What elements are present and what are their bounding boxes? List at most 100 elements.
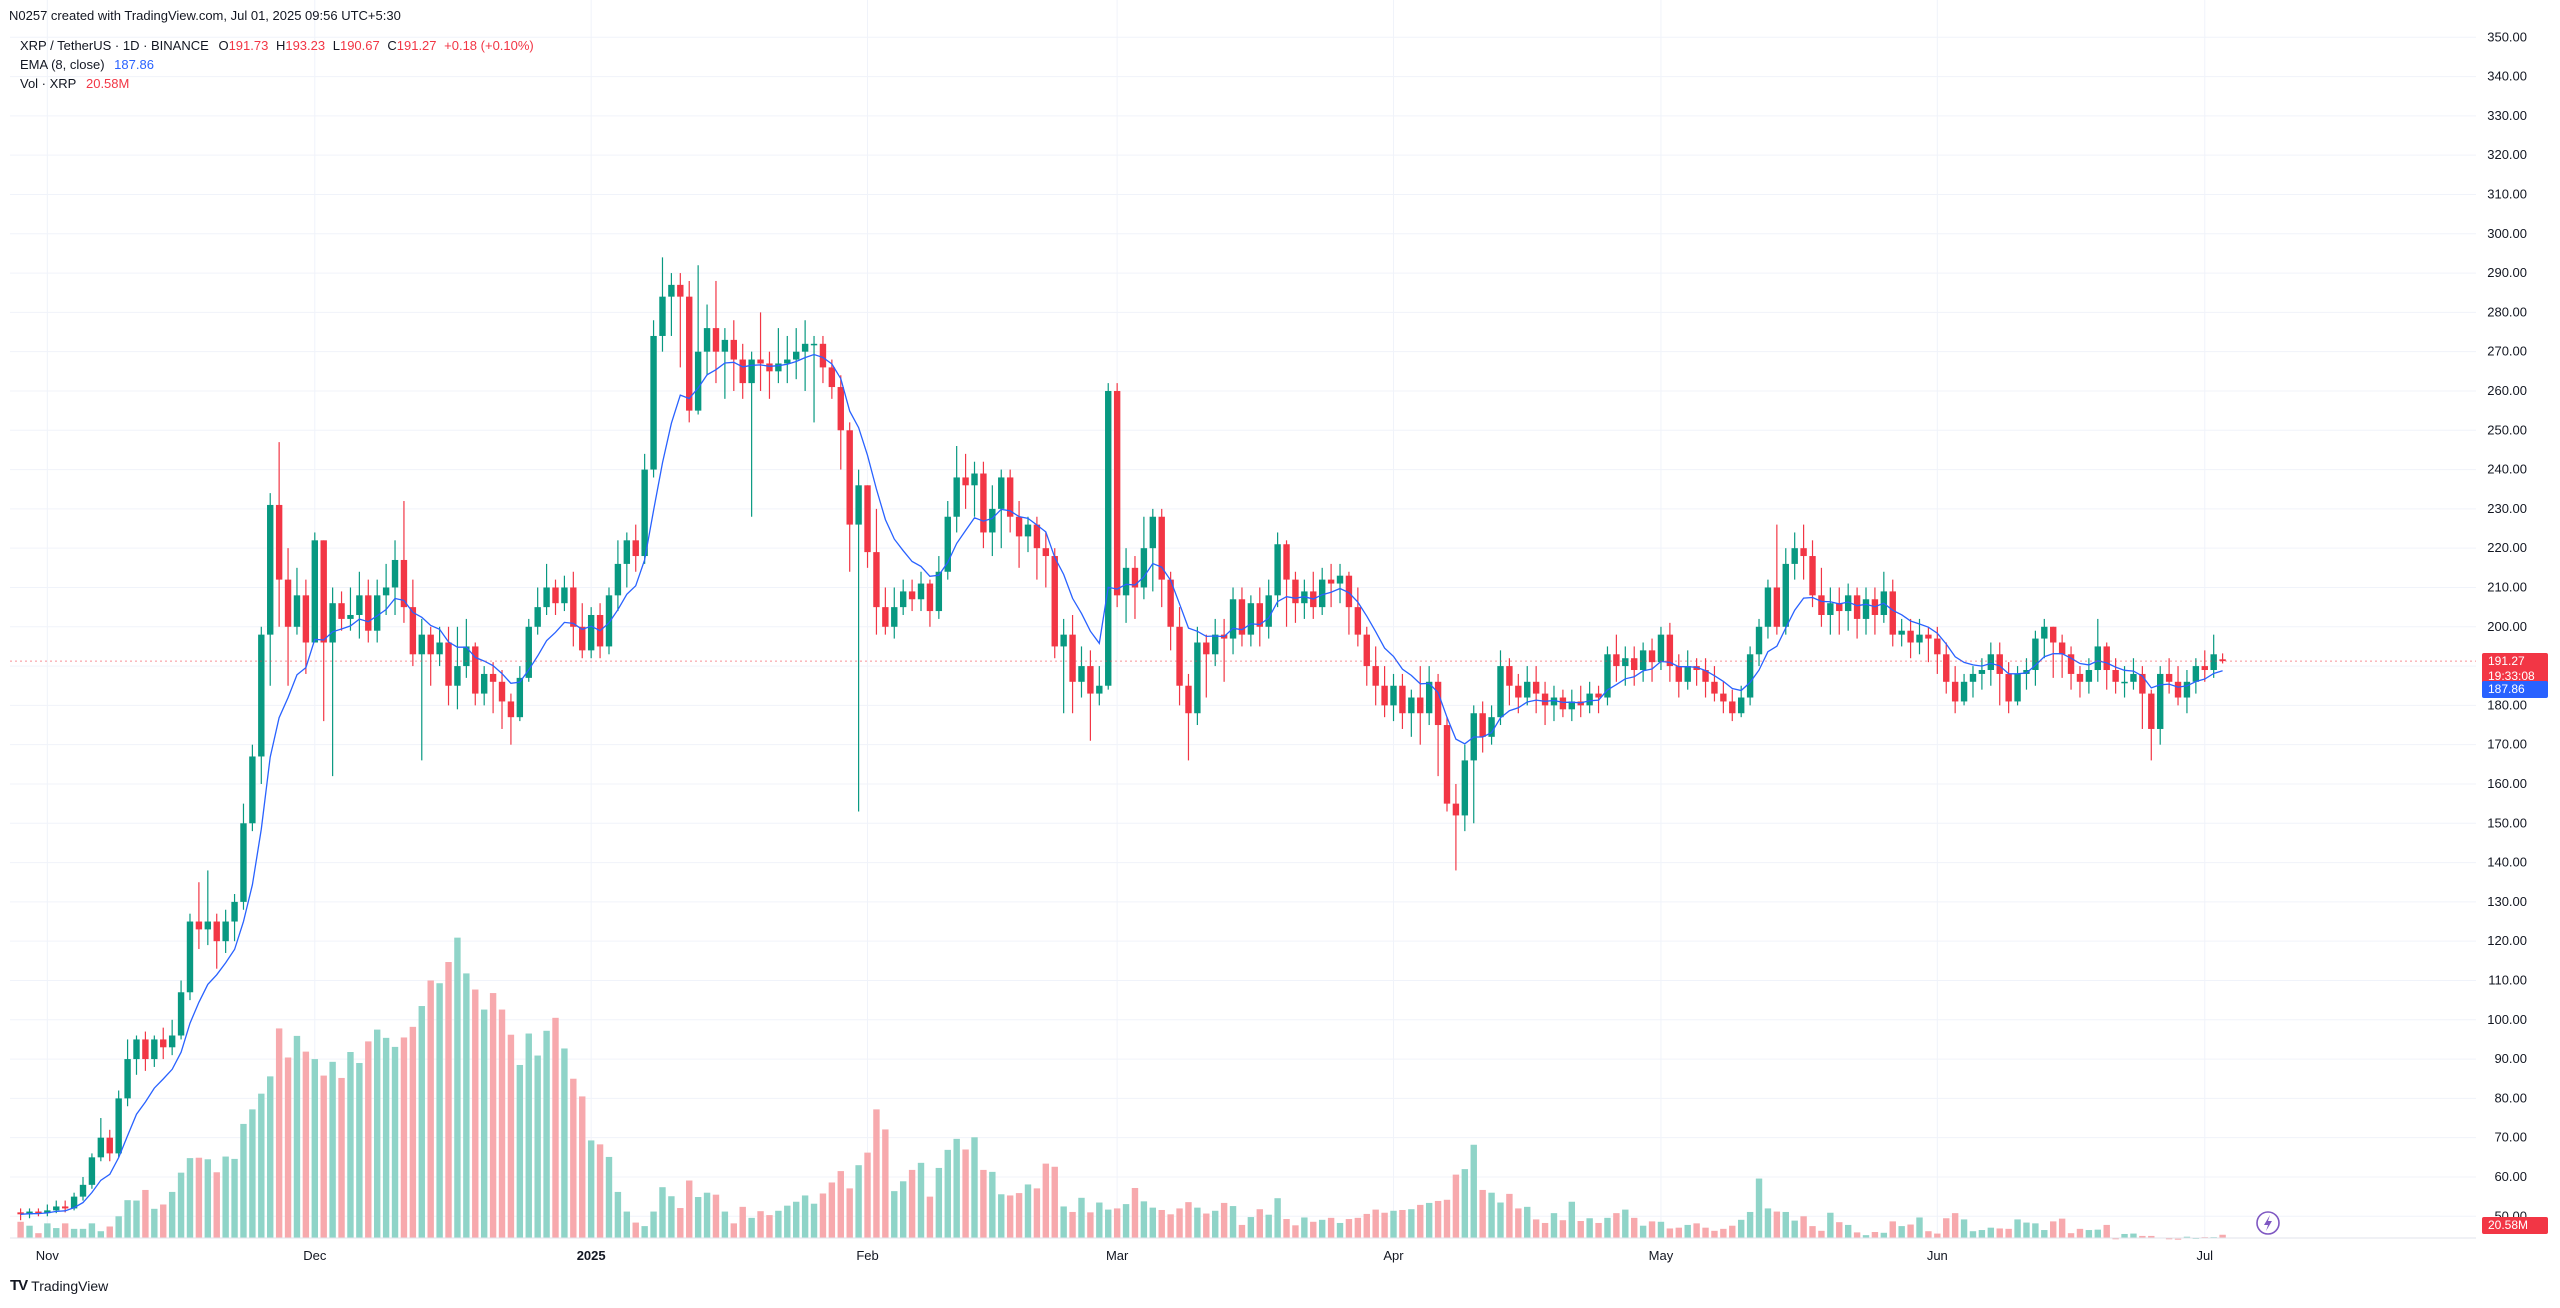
candlesticks: [17, 257, 2226, 1221]
symbol-name[interactable]: XRP / TetherUS · 1D · BINANCE: [20, 38, 209, 53]
candle-body: [1853, 595, 1861, 619]
candle-body: [543, 587, 550, 608]
candle-body: [2112, 670, 2119, 682]
candle-body: [347, 614, 354, 619]
candle-body: [828, 367, 836, 388]
candle-body: [1960, 681, 1968, 702]
volume-bar: [980, 1169, 987, 1238]
candle-body: [668, 284, 675, 297]
y-tick-label: 280.00: [2487, 304, 2527, 319]
candle-body: [1720, 693, 1727, 702]
volume-bar: [400, 1037, 408, 1238]
candle-body: [1060, 634, 1067, 647]
volume-bar: [293, 1035, 301, 1238]
candle-body: [1256, 603, 1263, 627]
symbol-legend[interactable]: XRP / TetherUS · 1D · BINANCE O191.73 H1…: [20, 38, 534, 53]
volume-bar: [641, 1226, 648, 1238]
volume-bar: [1194, 1207, 1201, 1238]
volume-bar: [534, 1055, 541, 1238]
candle-body: [1425, 681, 1433, 714]
lightning-glyph: [2264, 1215, 2272, 1231]
candle-body: [1791, 548, 1798, 564]
time-axis[interactable]: Nov Dec 2025 Feb Mar Apr May Jun Jul: [36, 1248, 2213, 1263]
candle-body: [775, 363, 782, 372]
volume-bar: [1015, 1193, 1023, 1238]
volume-bar: [240, 1123, 247, 1238]
volume-bar: [2183, 1236, 2191, 1238]
volume-bar: [1408, 1209, 1415, 1238]
volume-bar: [1042, 1163, 1050, 1238]
volume-bar: [775, 1210, 782, 1238]
candle-body: [1844, 595, 1852, 612]
volume-bar: [1131, 1187, 1139, 1238]
volume-label[interactable]: Vol · XRP: [20, 76, 77, 91]
candle-body: [1934, 638, 1941, 655]
volume-bar: [1096, 1202, 1103, 1238]
volume-bar: [1318, 1219, 1326, 1238]
volume-bar: [1639, 1225, 1647, 1238]
volume-bar: [1844, 1224, 1852, 1238]
candle-body: [231, 901, 238, 922]
volume-bar: [302, 1051, 310, 1238]
candle-body: [1069, 634, 1076, 682]
volume-bar: [1203, 1213, 1210, 1238]
volume-bar: [721, 1211, 729, 1238]
y-tick-label: 70.00: [2494, 1130, 2527, 1145]
ema-value: 187.86: [114, 57, 154, 72]
candle-body: [2192, 666, 2200, 682]
volume-bar: [204, 1159, 212, 1238]
volume-bar: [1916, 1217, 1923, 1238]
candle-body: [614, 563, 622, 596]
candle-body: [1122, 567, 1130, 596]
volume-bar: [686, 1180, 693, 1238]
volume-bar: [1755, 1178, 1763, 1238]
created-by-text: N0257 created with TradingView.com, Jul …: [9, 8, 401, 23]
candle-body: [1532, 681, 1540, 694]
candle-body: [926, 583, 934, 612]
volume-bar: [1960, 1219, 1968, 1238]
candle-body: [1452, 803, 1460, 816]
candle-body: [1479, 713, 1486, 737]
candle-body: [61, 1206, 69, 1209]
volume-bar: [1033, 1188, 1041, 1238]
ema-label[interactable]: EMA (8, close): [20, 57, 105, 72]
candle-body: [1434, 681, 1442, 726]
volume-bar: [88, 1223, 96, 1238]
volume-bar: [311, 1059, 318, 1238]
volume-bar: [2174, 1238, 2182, 1240]
tradingview-brand[interactable]: TV TradingView: [10, 1277, 108, 1294]
volume-bar: [1559, 1220, 1567, 1238]
y-tick-label: 320.00: [2487, 147, 2527, 162]
candle-body: [1158, 516, 1165, 580]
volume-bar: [1702, 1227, 1709, 1238]
volume-bar: [1631, 1217, 1638, 1238]
candle-body: [1024, 524, 1032, 537]
volume-bar: [507, 1034, 515, 1238]
ohlc-close-label: C: [387, 38, 397, 53]
candle-body: [2067, 654, 2075, 674]
candle-body: [1140, 548, 1148, 588]
volume-bar: [1764, 1208, 1772, 1238]
volume-bar: [1452, 1174, 1460, 1238]
volume-bar: [151, 1208, 158, 1238]
volume-bar: [2014, 1219, 2021, 1238]
y-tick-label: 120.00: [2487, 933, 2527, 948]
volume-bar: [1532, 1219, 1540, 1238]
candle-body: [1105, 390, 1112, 686]
ema-polyline: [20, 353, 2223, 1215]
ema-legend[interactable]: EMA (8, close) 187.86: [20, 57, 154, 72]
candle-body: [891, 607, 898, 627]
candle-body: [2210, 654, 2217, 671]
volume-bar: [79, 1228, 87, 1238]
x-tick-label: May: [1649, 1248, 1674, 1263]
volume-bar: [739, 1206, 746, 1238]
ohlc-close: 191.27: [396, 38, 437, 53]
volume-legend[interactable]: Vol · XRP 20.58M: [20, 76, 129, 91]
volume-bar: [1479, 1189, 1486, 1238]
volume-bar: [1666, 1228, 1674, 1238]
volume-bar: [908, 1169, 916, 1238]
candle-body: [1951, 681, 1959, 702]
volume-tag: 20.58M: [2482, 1217, 2548, 1234]
candle-body: [35, 1211, 42, 1214]
